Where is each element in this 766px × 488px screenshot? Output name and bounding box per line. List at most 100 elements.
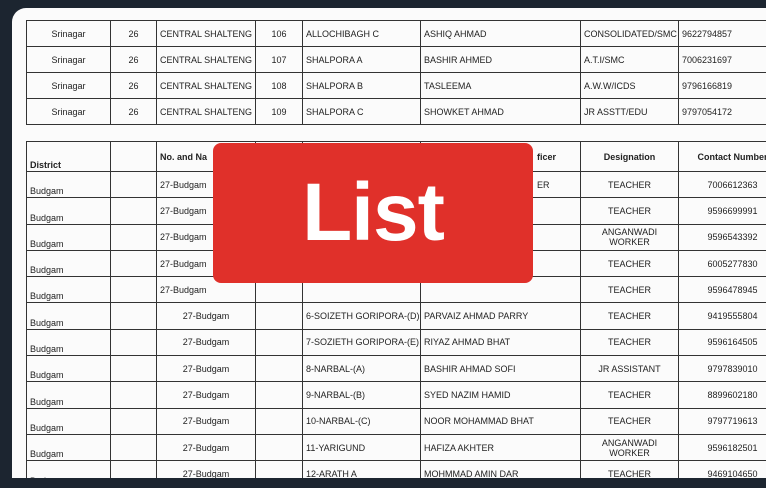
- table-cell: TEACHER: [580, 381, 679, 409]
- table-cell: MOHMMAD AMIN DAR: [420, 460, 581, 478]
- table-cell: 108: [255, 72, 303, 99]
- table-cell: TEACHER: [580, 249, 679, 278]
- table-cell: TEACHER: [580, 276, 679, 304]
- table-cell: SHOWKET AHMAD: [420, 98, 581, 125]
- table-cell: ANGANWADI WORKER: [580, 223, 679, 251]
- table-cell: 106: [255, 20, 303, 47]
- table-cell: Budgam: [26, 381, 111, 409]
- table-cell: TEACHER: [580, 328, 679, 357]
- table-cell: [110, 170, 157, 199]
- table-cell: Budgam: [26, 170, 111, 199]
- table-cell: 8899602180: [678, 381, 766, 409]
- table-cell: 9469104650: [678, 460, 766, 478]
- table-cell: Budgam: [26, 433, 111, 462]
- table-cell: 107: [255, 46, 303, 73]
- table-cell: 9622794857: [678, 20, 766, 47]
- table-cell: [255, 381, 303, 409]
- table-cell: 26: [110, 46, 157, 73]
- table-cell: Budgam: [26, 460, 111, 478]
- table-row: Budgam 27-Budgam 6-SOIZETH GORIPORA-(D) PAR…: [26, 302, 766, 330]
- table-cell: Srinagar: [26, 72, 111, 99]
- table-cell: CENTRAL SHALTENG: [156, 20, 256, 47]
- table-cell: SHALPORA B: [302, 72, 421, 99]
- table-cell: 9-NARBAL-(B): [302, 381, 421, 409]
- table-cell: RIYAZ AHMAD BHAT: [420, 328, 581, 357]
- table-cell: TEACHER: [580, 407, 679, 435]
- header-cell: Contact Number: [678, 141, 766, 172]
- table-cell: BASHIR AHMED: [420, 46, 581, 73]
- table-cell: 7006612363: [678, 170, 766, 199]
- table-cell: [110, 355, 157, 383]
- table-cell: A.T.I/SMC: [580, 46, 679, 73]
- table-cell: 6005277830: [678, 249, 766, 278]
- table-row: Budgam 27-Budgam 8-NARBAL-(A) BASHIR AHMAD …: [26, 355, 766, 383]
- list-badge: List: [213, 143, 533, 283]
- table-cell: TEACHER: [580, 302, 679, 330]
- table-cell: 27-Budgam: [156, 407, 256, 435]
- table-cell: Srinagar: [26, 46, 111, 73]
- table-cell: Budgam: [26, 223, 111, 251]
- table-row: Budgam 27-Budgam 11-YARIGUND HAFIZA AKHTER A…: [26, 433, 766, 462]
- table-cell: [110, 197, 157, 225]
- table-cell: TASLEEMA: [420, 72, 581, 99]
- table-cell: [255, 433, 303, 462]
- table-cell: 26: [110, 98, 157, 125]
- table-cell: Srinagar: [26, 20, 111, 47]
- table-cell: Budgam: [26, 407, 111, 435]
- table-cell: 27-Budgam: [156, 328, 256, 357]
- table-cell: 7006231697: [678, 46, 766, 73]
- table-cell: SYED NAZIM HAMID: [420, 381, 581, 409]
- table-cell: A.W.W/ICDS: [580, 72, 679, 99]
- table-cell: [110, 249, 157, 278]
- table-cell: 9796166819: [678, 72, 766, 99]
- table-row: Budgam 27-Budgam 7-SOZIETH GORIPORA-(E) RIY…: [26, 328, 766, 357]
- table-cell: NOOR MOHAMMAD BHAT: [420, 407, 581, 435]
- table-cell: TEACHER: [580, 197, 679, 225]
- table-cell: [255, 302, 303, 330]
- table-cell: [110, 460, 157, 478]
- table-cell: CENTRAL SHALTENG: [156, 46, 256, 73]
- table-cell: 6-SOIZETH GORIPORA-(D): [302, 302, 421, 330]
- table-cell: TEACHER: [580, 460, 679, 478]
- table-cell: [110, 433, 157, 462]
- table-cell: [110, 407, 157, 435]
- table-cell: Budgam: [26, 197, 111, 225]
- table-cell: TEACHER: [580, 170, 679, 199]
- table-row: Budgam 27-Budgam 10-NARBAL-(C) NOOR MOHAMMA…: [26, 407, 766, 435]
- table-cell: ALLOCHIBAGH C: [302, 20, 421, 47]
- table-cell: 26: [110, 72, 157, 99]
- table-cell: [110, 223, 157, 251]
- table-cell: 9419555804: [678, 302, 766, 330]
- table-cell: CENTRAL SHALTENG: [156, 72, 256, 99]
- table-cell: Budgam: [26, 276, 111, 304]
- table-cell: Srinagar: [26, 98, 111, 125]
- table-cell: 109: [255, 98, 303, 125]
- table-cell: 9797839010: [678, 355, 766, 383]
- table-row: Srinagar 26 CENTRAL SHALTENG 106 ALLOCHIBAGH…: [26, 20, 766, 47]
- table-cell: 11-YARIGUND: [302, 433, 421, 462]
- table-cell: 10-NARBAL-(C): [302, 407, 421, 435]
- table-cell: CONSOLIDATED/SMC: [580, 20, 679, 47]
- table-cell: JR ASSTT/EDU: [580, 98, 679, 125]
- table-cell: 12-ARATH A: [302, 460, 421, 478]
- table-cell: Budgam: [26, 328, 111, 357]
- header-cell: [110, 141, 157, 172]
- table-cell: PARVAIZ AHMAD PARRY: [420, 302, 581, 330]
- table-cell: 9797719613: [678, 407, 766, 435]
- table-cell: HAFIZA AKHTER: [420, 433, 581, 462]
- table-cell: 9596182501: [678, 433, 766, 462]
- table-cell: [110, 276, 157, 304]
- table-cell: [110, 328, 157, 357]
- header-cell: Designation: [580, 141, 679, 172]
- table-cell: JR ASSISTANT: [580, 355, 679, 383]
- table-cell: SHALPORA C: [302, 98, 421, 125]
- table-cell: [110, 381, 157, 409]
- table-cell: 27-Budgam: [156, 433, 256, 462]
- table-cell: ASHIQ AHMAD: [420, 20, 581, 47]
- table-cell: 27-Budgam: [156, 355, 256, 383]
- table-cell: [110, 302, 157, 330]
- table-cell: [255, 407, 303, 435]
